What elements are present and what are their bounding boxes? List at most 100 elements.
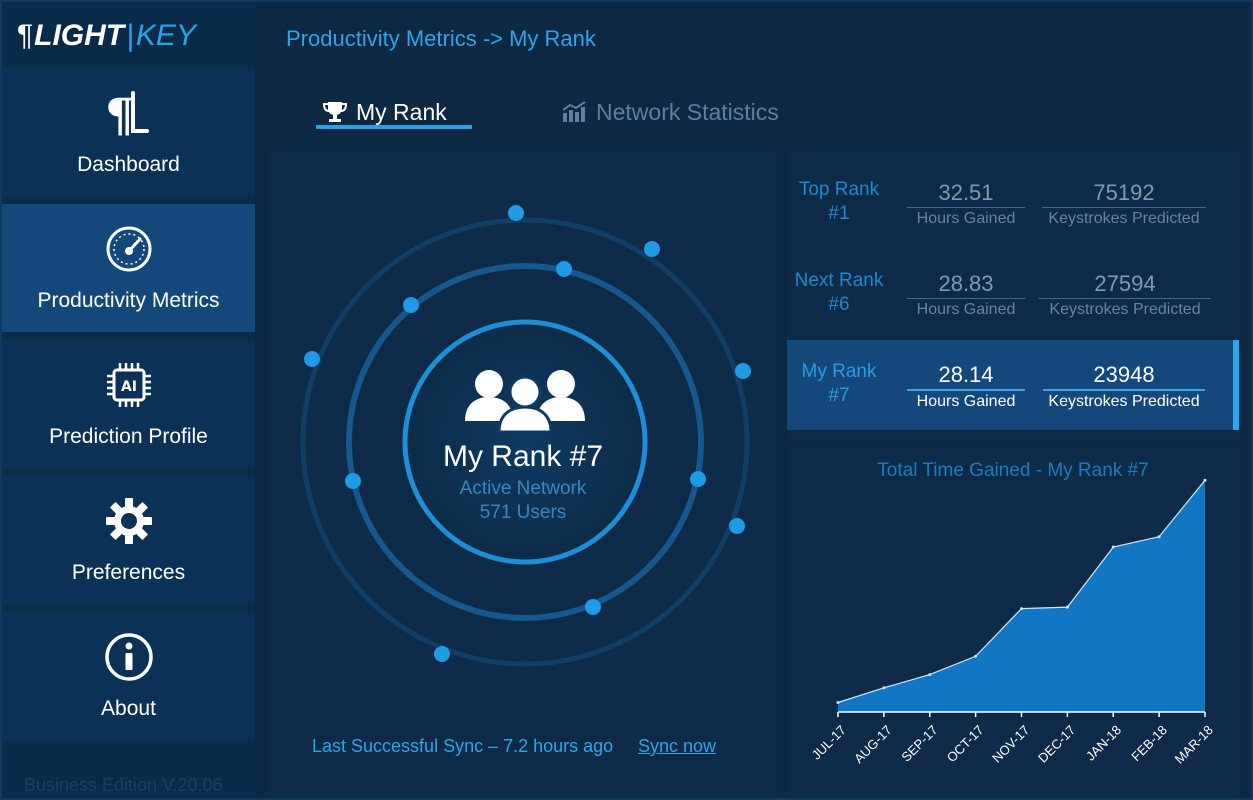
logo-divider: | [126, 19, 134, 52]
sidebar-item-preferences[interactable]: Preferences [2, 476, 255, 604]
data-point [1020, 607, 1023, 611]
logo-text-right: KEY [135, 19, 196, 52]
rank-name-line1: Top Rank [798, 179, 880, 200]
rank-name-line1: My Rank [801, 361, 877, 382]
x-tick-label: AUG-17 [851, 722, 895, 766]
stat-divider [907, 389, 1025, 391]
hours-label: Hours Gained [916, 301, 1016, 318]
logo-text-left: LIGHT [34, 19, 125, 52]
data-point [928, 673, 932, 677]
data-point [1203, 478, 1207, 482]
keystrokes-value: 75192 [1093, 180, 1155, 205]
data-point [882, 686, 886, 690]
sidebar-item-prediction-profile[interactable]: AI Prediction Profile [2, 340, 255, 468]
sidebar-item-productivity-metrics[interactable]: Productivity Metrics [2, 204, 255, 332]
svg-text:AI: AI [120, 379, 136, 395]
keystrokes-value: 27594 [1094, 271, 1156, 296]
sync-status: Last Successful Sync – 7.2 hours ago [312, 736, 614, 756]
gear-icon [105, 498, 152, 544]
keystrokes-label: Keystrokes Predicted [1049, 301, 1201, 318]
sync-now-link[interactable]: Sync now [638, 736, 717, 756]
keystrokes-stat: 27594 Keystrokes Predicted [1039, 271, 1211, 319]
sidebar-item-label: Prediction Profile [49, 425, 208, 448]
sidebar-item-label: About [101, 697, 156, 720]
stat-divider [907, 298, 1025, 299]
x-tick-label: JAN-18 [1083, 722, 1124, 763]
x-tick-label: SEP-17 [898, 722, 940, 764]
hours-gained-stat: 32.51 Hours Gained [907, 180, 1025, 228]
sidebar: ¶ LIGHT | KEY ¶ Dashboard Productivity M… [2, 2, 255, 798]
tab-network-statistics[interactable]: Network Statistics [562, 92, 779, 132]
trophy-icon [322, 102, 348, 122]
rank-row-next: Next Rank #6 28.83 Hours Gained 27594 Ke… [787, 259, 1239, 349]
sidebar-item-about[interactable]: About [2, 612, 255, 740]
keystrokes-value: 23948 [1093, 362, 1155, 387]
rank-name: My Rank #7 [787, 360, 891, 408]
rank-name-line2: #7 [828, 385, 850, 406]
hours-value: 28.83 [938, 271, 994, 296]
edition-label: Business Edition V.20.06 [24, 775, 223, 795]
hours-value: 28.14 [938, 362, 994, 387]
sidebar-item-label: Productivity Metrics [37, 289, 220, 312]
sidebar-item-dashboard[interactable]: ¶ Dashboard [2, 68, 255, 196]
data-point [1111, 545, 1115, 549]
tab-label: Network Statistics [596, 98, 779, 125]
sidebar-item-label: Dashboard [77, 153, 180, 176]
stat-divider [1039, 298, 1211, 299]
rank-name: Next Rank #6 [787, 269, 891, 317]
keystrokes-label: Keystrokes Predicted [1048, 210, 1200, 227]
x-tick-label: JUL-17 [809, 722, 849, 762]
tab-my-rank[interactable]: My Rank [316, 92, 472, 132]
data-point [1065, 605, 1069, 609]
app-logo: ¶ LIGHT | KEY [16, 16, 196, 56]
hours-gained-stat: 28.14 Hours Gained [907, 362, 1025, 411]
rank-title: My Rank #7 [442, 440, 604, 473]
stat-divider [1043, 389, 1205, 391]
area-chart: JUL-17 AUG-17 SEP-17 OCT-17 NOV-17 DEC-17 JAN-… [809, 478, 1216, 767]
active-tab-indicator [316, 125, 472, 129]
time-gained-chart-panel: Total Time Gained - My Rank #7 JUL-17 AUG… [787, 446, 1239, 798]
orbit-dots [304, 205, 751, 662]
chart-title: Total Time Gained - My Rank #7 [877, 460, 1149, 481]
users-group-icon [465, 370, 585, 434]
network-label: Active Network [459, 478, 587, 499]
rank-name: Top Rank #1 [787, 178, 891, 226]
svg-text:¶: ¶ [105, 88, 134, 139]
network-users-count: 571 Users [479, 502, 567, 523]
ai-chip-icon: AI [106, 363, 151, 407]
hours-label: Hours Gained [916, 210, 1016, 227]
data-point [836, 701, 840, 704]
orbit-graphic [300, 205, 751, 667]
rank-visual-panel: My Rank #7 Active Network 571 Users [267, 150, 779, 798]
x-tick-label: MAR-18 [1172, 722, 1216, 766]
breadcrumb: Productivity Metrics -> My Rank [286, 26, 596, 51]
x-tick-label: DEC-17 [1035, 722, 1078, 765]
info-icon [104, 633, 153, 681]
hours-value: 32.51 [938, 180, 994, 205]
rank-name-line2: #6 [828, 294, 850, 315]
x-tick-label: NOV-17 [989, 722, 1032, 765]
data-point [1157, 535, 1161, 539]
hours-gained-stat: 28.83 Hours Gained [907, 271, 1025, 319]
keystrokes-stat: 75192 Keystrokes Predicted [1042, 180, 1206, 228]
gauge-icon [106, 226, 151, 272]
rank-name-line1: Next Rank [794, 270, 884, 291]
data-point [974, 654, 978, 658]
keystrokes-label: Keystrokes Predicted [1048, 393, 1200, 410]
area-series [838, 480, 1205, 712]
x-tick-label: FEB-18 [1128, 722, 1170, 764]
rank-row-top: Top Rank #1 32.51 Hours Gained 75192 Key… [787, 168, 1239, 258]
tab-label: My Rank [356, 98, 447, 125]
stat-divider [1042, 207, 1206, 208]
bar-chart-icon [562, 101, 586, 122]
sidebar-item-label: Preferences [71, 561, 186, 584]
pilcrow-icon: ¶ [16, 19, 33, 52]
rank-row-mine: My Rank #7 28.14 Hours Gained 23948 Keys… [787, 340, 1239, 430]
stat-divider [907, 207, 1025, 208]
x-tick-label: OCT-17 [944, 722, 987, 765]
rank-name-line2: #1 [828, 203, 850, 224]
hours-label: Hours Gained [916, 393, 1016, 410]
lightkey-logo-icon: ¶ [105, 88, 149, 139]
keystrokes-stat: 23948 Keystrokes Predicted [1043, 362, 1205, 411]
highlight-accent-bar [1233, 340, 1239, 430]
